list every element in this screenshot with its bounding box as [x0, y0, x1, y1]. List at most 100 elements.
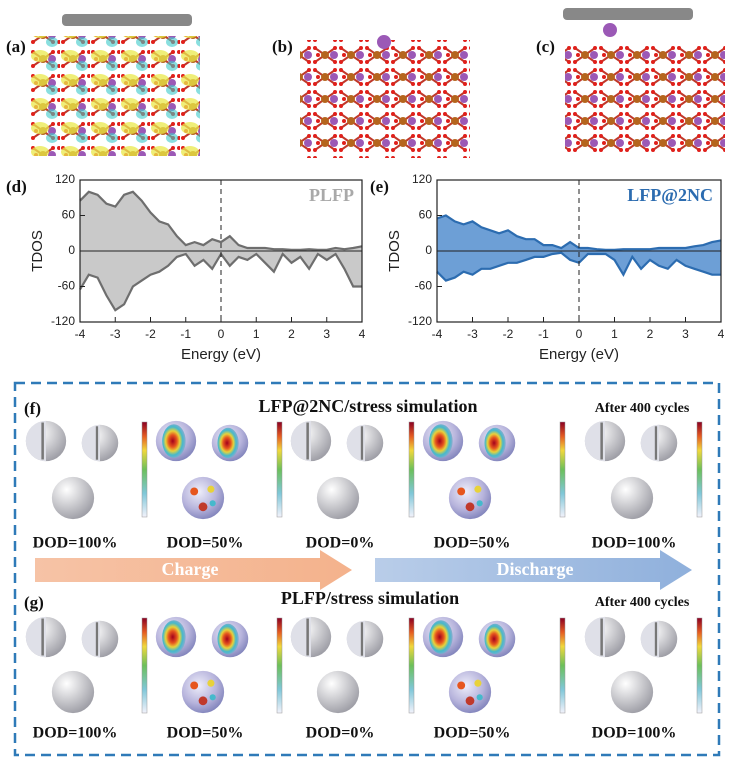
sphere	[346, 424, 384, 462]
y-tick-label: 120	[412, 172, 432, 186]
x-tick-label: -4	[432, 327, 443, 341]
sphere	[81, 620, 119, 658]
dod-label: DOD=50%	[434, 535, 511, 552]
y-axis-label: TDOS	[386, 230, 403, 272]
simulation-row: (f) LFP@2NC/stress simulation After 400 …	[24, 396, 690, 552]
simulation-title: PLFP/stress simulation	[281, 588, 459, 608]
sphere	[584, 420, 626, 462]
x-tick-label: -1	[538, 327, 549, 341]
sphere	[290, 420, 332, 462]
sphere	[610, 476, 654, 520]
panel-label: (c)	[536, 37, 555, 56]
dod-label: DOD=50%	[167, 725, 244, 742]
y-axis-label: TDOS	[29, 230, 46, 272]
colorbar	[559, 421, 566, 518]
x-axis-label: Energy (eV)	[181, 346, 261, 363]
sphere	[584, 616, 626, 658]
tdos-line	[79, 190, 363, 251]
chart-annotation: LFP@2NC	[627, 185, 713, 205]
x-tick-label: 0	[218, 327, 225, 341]
x-tick-label: 3	[323, 327, 330, 341]
dod-label: DOD=50%	[434, 725, 511, 742]
sphere	[211, 620, 249, 658]
x-tick-label: 2	[647, 327, 654, 341]
sphere	[478, 620, 516, 658]
x-tick-label: 1	[611, 327, 618, 341]
y-tick-label: -120	[408, 314, 432, 328]
tdos-area	[437, 215, 721, 251]
sphere	[640, 424, 678, 462]
chart-annotation: PLFP	[309, 185, 354, 205]
colorbar	[559, 617, 566, 714]
graphene-sheet	[563, 8, 693, 20]
x-tick-label: 0	[576, 327, 583, 341]
y-tick-label: 0	[68, 243, 75, 257]
y-tick-label: 60	[419, 208, 433, 222]
sphere	[422, 616, 464, 658]
sphere	[478, 424, 516, 462]
y-tick-label: 0	[425, 243, 432, 257]
panel-label: (b)	[272, 37, 293, 56]
tdos-area	[80, 191, 362, 251]
colorbar	[408, 421, 415, 518]
sphere	[346, 620, 384, 658]
y-tick-label: -60	[415, 279, 433, 293]
y-tick-label: -60	[58, 279, 76, 293]
charge-arrow	[35, 550, 352, 590]
crystal-structure	[565, 44, 725, 156]
x-tick-label: 3	[682, 327, 689, 341]
sphere	[51, 670, 95, 714]
dod-label: DOD=50%	[167, 535, 244, 552]
x-tick-label: -4	[75, 327, 86, 341]
sphere	[640, 620, 678, 658]
colorbar	[141, 421, 148, 518]
sphere	[181, 476, 225, 520]
sphere	[155, 616, 197, 658]
sphere	[422, 420, 464, 462]
sphere	[211, 424, 249, 462]
dod-label: DOD=100%	[33, 535, 118, 552]
crystal-structure	[300, 40, 470, 158]
tdos-area	[437, 251, 721, 281]
x-tick-label: -1	[180, 327, 191, 341]
y-tick-label: -120	[51, 314, 75, 328]
x-tick-label: -3	[110, 327, 121, 341]
sphere	[610, 670, 654, 714]
x-tick-label: -3	[467, 327, 478, 341]
discharge-arrow	[375, 550, 692, 590]
stress-spheres	[25, 420, 703, 714]
sphere	[81, 424, 119, 462]
dod-label: DOD=100%	[592, 535, 677, 552]
x-tick-label: 4	[359, 327, 366, 341]
sphere	[448, 670, 492, 714]
sphere	[155, 420, 197, 462]
sphere	[290, 616, 332, 658]
simulation-title: LFP@2NC/stress simulation	[259, 396, 478, 416]
sphere	[25, 420, 67, 462]
colorbar	[408, 617, 415, 714]
panel-label: (a)	[6, 37, 26, 56]
x-axis-label: Energy (eV)	[539, 346, 619, 363]
structure-images	[30, 8, 725, 158]
colorbar	[276, 421, 283, 518]
colorbar	[276, 617, 283, 714]
charge-density-structure	[30, 36, 200, 156]
simulation-note: After 400 cycles	[595, 401, 690, 416]
simulation-row: (g) PLFP/stress simulation After 400 cyc…	[24, 588, 690, 742]
sphere	[51, 476, 95, 520]
arrow-label: Discharge	[497, 559, 574, 579]
atom	[377, 35, 391, 49]
panel-label: (d)	[6, 177, 27, 196]
simulation-note: After 400 cycles	[595, 595, 690, 610]
colorbar	[696, 617, 703, 714]
colorbar	[696, 421, 703, 518]
dod-label: DOD=100%	[33, 725, 118, 742]
sphere	[181, 670, 225, 714]
panel-label: (e)	[370, 177, 389, 196]
x-tick-label: 2	[288, 327, 295, 341]
sphere	[25, 616, 67, 658]
tdos-area	[80, 251, 362, 311]
panel-label: (g)	[24, 593, 44, 612]
dod-label: DOD=0%	[306, 725, 375, 742]
